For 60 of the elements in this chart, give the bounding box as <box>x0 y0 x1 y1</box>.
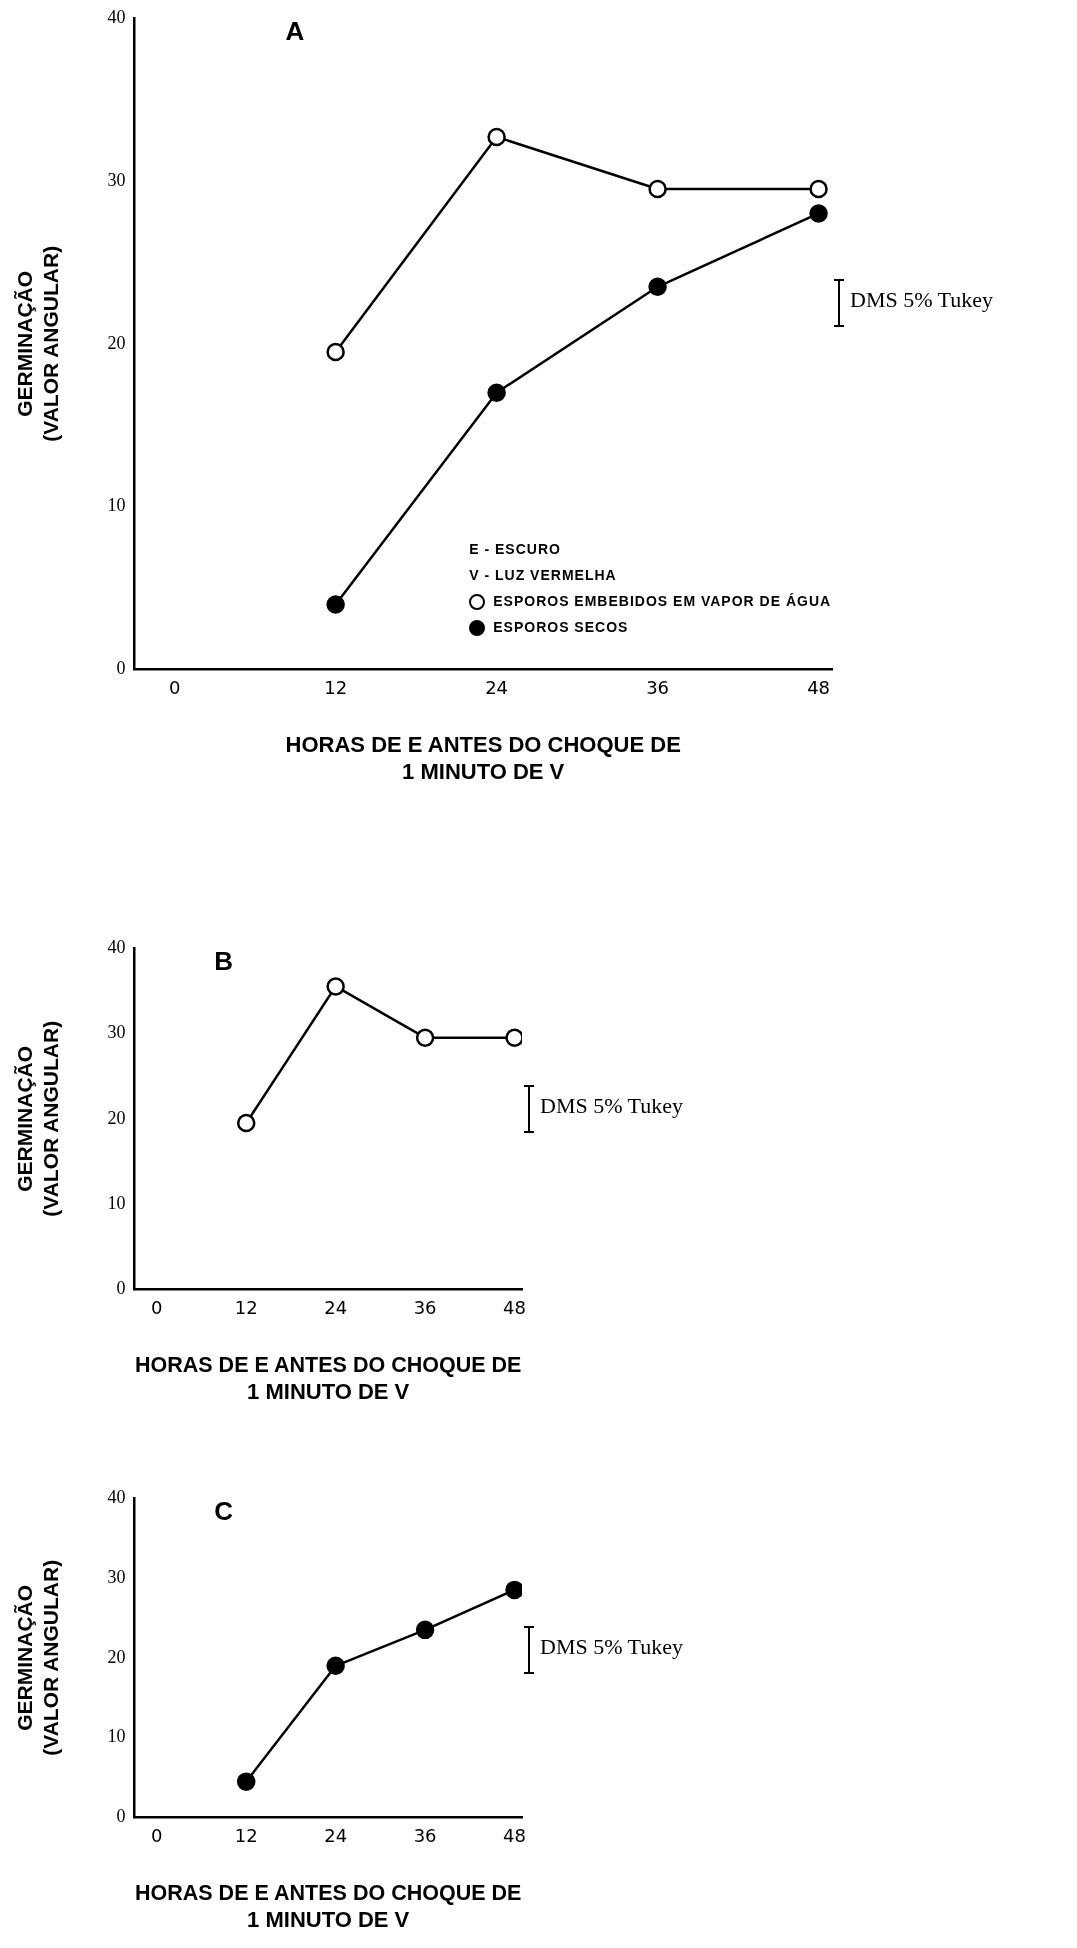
chart-title: C <box>214 1496 234 1527</box>
y-axis-title: GERMINAÇÃO (VALOR ANGULAR) <box>13 1559 62 1756</box>
x-axis-title: HORAS DE E ANTES DO CHOQUE DE 1 MINUTO DE V <box>285 732 681 784</box>
text: DMS 5% Tukey <box>850 286 994 313</box>
y-tick-label: 40 <box>107 6 126 27</box>
x-tick-label: 24 <box>324 1297 348 1319</box>
x-tick-label: 12 <box>324 677 348 699</box>
text: DMS 5% Tukey <box>540 1633 684 1660</box>
x-tick-label: 0 <box>151 1297 163 1319</box>
annotation: E - ESCURO <box>469 539 562 559</box>
y-tick-label: 40 <box>107 1486 126 1507</box>
point <box>326 595 345 614</box>
text: DMS 5% Tukey <box>540 1092 684 1119</box>
y-tick-label: 0 <box>116 1278 126 1299</box>
y-tick-label: 30 <box>107 1566 126 1587</box>
annotation: V - LUZ VERMELHA <box>469 565 618 585</box>
point <box>648 179 667 199</box>
x-tick-label: 48 <box>503 1825 526 1847</box>
legend-label: ESPOROS EMBEBIDOS EM VAPOR DE ÁGUA <box>492 591 832 611</box>
y-tick-label: 30 <box>107 169 126 190</box>
point <box>326 977 345 996</box>
x-tick-label: 0 <box>151 1825 163 1847</box>
point <box>326 342 345 362</box>
x-tick-label: 0 <box>168 677 181 699</box>
y-axis-title: GERMINAÇÃO (VALOR ANGULAR) <box>13 245 62 442</box>
point <box>648 277 667 297</box>
y-tick-label: 40 <box>107 936 126 957</box>
point <box>487 127 506 147</box>
point <box>415 1028 435 1047</box>
y-tick-label: 20 <box>107 332 126 353</box>
y-axis-title: GERMINAÇÃO (VALOR ANGULAR) <box>13 1020 62 1217</box>
point <box>809 179 828 199</box>
point <box>236 1113 256 1133</box>
x-tick-label: 24 <box>324 1825 348 1847</box>
y-tick-label: 10 <box>107 495 126 516</box>
point <box>809 204 828 223</box>
y-tick-label: 10 <box>107 1726 126 1747</box>
x-tick-label: 48 <box>503 1297 526 1319</box>
point <box>487 383 506 402</box>
x-axis-title: HORAS DE E ANTES DO CHOQUE DE 1 MINUTO DE V <box>134 1880 522 1932</box>
x-tick-label: 24 <box>485 677 509 699</box>
chart-title: B <box>214 946 233 977</box>
y-tick-label: 20 <box>107 1646 126 1667</box>
x-tick-label: 12 <box>234 1297 258 1319</box>
y-tick-label: 0 <box>116 658 126 679</box>
x-axis-title: HORAS DE E ANTES DO CHOQUE DE 1 MINUTO DE V <box>134 1352 522 1404</box>
point <box>326 1656 345 1676</box>
x-tick-label: 36 <box>646 677 670 699</box>
y-tick-label: 0 <box>116 1806 126 1827</box>
x-tick-label: 48 <box>807 677 831 699</box>
y-tick-label: 20 <box>107 1107 126 1128</box>
x-tick-label: 36 <box>413 1825 437 1847</box>
point <box>236 1772 256 1791</box>
legend-label: ESPOROS SECOS <box>492 617 630 637</box>
point <box>415 1620 435 1640</box>
y-tick-label: 10 <box>107 1192 126 1213</box>
x-tick-label: 12 <box>234 1825 258 1847</box>
x-tick-label: 36 <box>413 1297 437 1319</box>
y-tick-label: 30 <box>107 1022 126 1043</box>
chart-title: A <box>285 16 305 47</box>
